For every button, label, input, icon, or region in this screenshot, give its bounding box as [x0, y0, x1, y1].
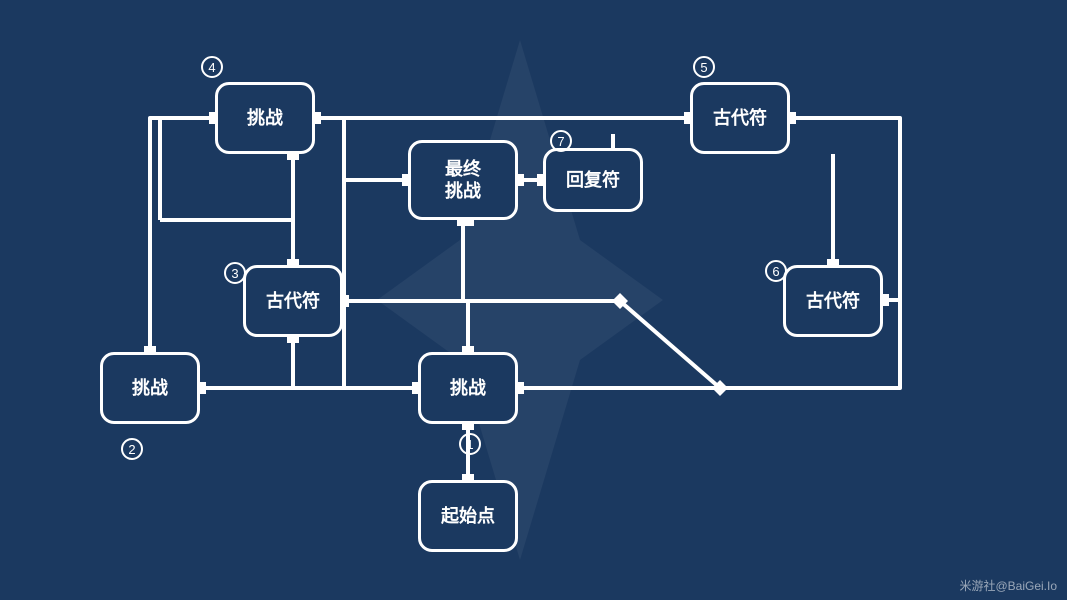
diagram-stage: 米游社@BaiGei.Io 起始点挑战挑战古代符挑战古代符古代符回复符最终 挑战… [0, 0, 1067, 600]
node-rune5: 古代符 [690, 82, 790, 154]
node-label: 回复符 [566, 169, 620, 192]
badge-2: 2 [121, 438, 143, 460]
watermark: 米游社@BaiGei.Io [959, 577, 1057, 594]
edge-17 [720, 118, 900, 388]
node-heal7: 回复符 [543, 148, 643, 212]
diagram-svg [0, 0, 1067, 600]
node-label: 挑战 [247, 107, 283, 130]
badge-3: 3 [224, 262, 246, 284]
node-final: 最终 挑战 [408, 140, 518, 220]
node-label: 古代符 [806, 290, 860, 313]
node-label: 古代符 [713, 107, 767, 130]
edge-3 [160, 220, 293, 265]
badge-5: 5 [693, 56, 715, 78]
badge-4: 4 [201, 56, 223, 78]
node-start: 起始点 [418, 480, 518, 552]
node-rune6: 古代符 [783, 265, 883, 337]
node-rune3: 古代符 [243, 265, 343, 337]
node-label: 古代符 [266, 290, 320, 313]
badge-6: 6 [765, 260, 787, 282]
badge-1: 1 [459, 433, 481, 455]
node-ch1: 挑战 [418, 352, 518, 424]
node-label: 挑战 [132, 377, 168, 400]
badge-7: 7 [550, 130, 572, 152]
node-ch2: 挑战 [100, 352, 200, 424]
node-ch4: 挑战 [215, 82, 315, 154]
node-label: 最终 挑战 [445, 158, 481, 203]
node-label: 挑战 [450, 377, 486, 400]
node-label: 起始点 [441, 505, 495, 528]
